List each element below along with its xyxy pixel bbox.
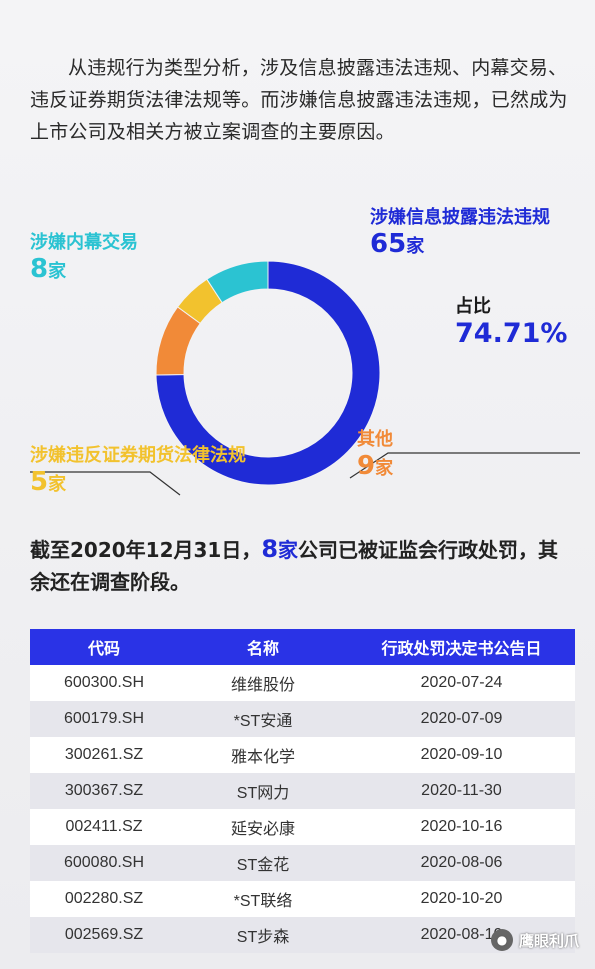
leader-line-info [349, 452, 580, 479]
cell-code: 300261.SZ [64, 746, 144, 763]
cell-code: 002280.SZ [64, 890, 144, 907]
label-insider-name: 涉嫌内幕交易 [30, 232, 138, 253]
cell-name: 雅本化学 [230, 749, 295, 766]
intro-paragraph: 从违规行为类型分析，涉及信息披露违法违规、内幕交易、违反证券期货法律法规等。而涉… [30, 57, 568, 143]
label-other-num: 9 [357, 451, 376, 481]
cell-code: 600080.SH [63, 854, 145, 871]
cell-date: 2020-07-09 [420, 710, 503, 727]
cell-name: ST步森 [236, 929, 290, 946]
label-other-unit: 家 [375, 458, 394, 479]
summary-text: 截至2020年12月31日，8家公司已被证监会行政处罚，其余还在调查阶段。 [30, 533, 575, 598]
cell-date: 2020-08-06 [420, 854, 503, 871]
table-row: 300261.SZ 雅本化学 2020-09-10 [30, 737, 575, 773]
label-securities-unit: 家 [48, 474, 67, 495]
cell-name: ST网力 [236, 785, 290, 802]
label-info: 涉嫌信息披露违法违规 65家 [370, 203, 550, 259]
cell-code: 300367.SZ [64, 782, 144, 799]
cell-name: *ST联络 [233, 893, 293, 910]
header-code: 代码 [87, 641, 120, 658]
slice-insider [206, 260, 269, 304]
cell-date: 2020-07-24 [420, 674, 503, 691]
slice-info [155, 260, 381, 486]
header-date: 行政处罚决定书公告日 [381, 641, 542, 658]
cell-code: 600179.SH [63, 710, 145, 727]
label-securities-num: 5 [30, 467, 49, 497]
summary-post: 公司已被证监会行政处罚，其余还在调查阶段。 [30, 538, 559, 594]
cell-code: 002569.SZ [64, 926, 144, 943]
summary-highlight-num: 8 [261, 535, 279, 563]
label-insider-unit: 家 [48, 261, 67, 282]
ratio-value: 74.71% [455, 318, 568, 349]
label-securities-name: 涉嫌违反证券期货法律法规 [30, 445, 246, 466]
cell-date: 2020-10-16 [420, 818, 503, 835]
table-row: 600080.SH ST金花 2020-08-06 [30, 845, 575, 881]
table-row: 002411.SZ 延安必康 2020-10-16 [30, 809, 575, 845]
cell-name: ST金花 [236, 857, 290, 874]
table-body: 600300.SH 维维股份 2020-07-24 600179.SH *ST安通 20… [30, 665, 575, 953]
donut-chart [30, 260, 580, 496]
label-info-num: 65 [370, 229, 407, 259]
cell-name: *ST安通 [233, 713, 293, 730]
label-info-unit: 家 [406, 236, 425, 257]
label-info-name: 涉嫌信息披露违法违规 [370, 207, 550, 228]
leader-line-insider [30, 471, 181, 496]
cell-code: 002411.SZ [65, 818, 143, 835]
table-row: 002569.SZ ST步森 2020-08-10 [30, 917, 575, 953]
summary-highlight-unit: 家 [278, 538, 299, 562]
watermark: ● 鹰眼利爪 [490, 929, 579, 951]
cell-date: 2020-10-20 [420, 890, 503, 907]
label-securities: 涉嫌违反证券期货法律法规 5家 [30, 441, 246, 497]
summary-pre: 截至2020年12月31日， [30, 538, 262, 562]
cell-name: 维维股份 [230, 677, 295, 694]
cell-date: 2020-11-30 [421, 782, 502, 799]
penalty-table: 代码 名称 行政处罚决定书公告日 600300.SH 维维股份 2020-07-24… [30, 629, 575, 953]
table-row: 002280.SZ *ST联络 2020-10-20 [30, 881, 575, 917]
ratio-prefix: 占比 [455, 296, 491, 317]
cell-name: 延安必康 [230, 821, 295, 838]
table-row: 600179.SH *ST安通 2020-07-09 [30, 701, 575, 737]
cell-date: 2020-08-10 [420, 926, 503, 943]
cell-date: 2020-09-10 [420, 746, 503, 763]
label-other: 其他 9家 [357, 425, 393, 481]
ratio-annotation: 占比74.71% [455, 292, 595, 349]
label-other-name: 其他 [357, 429, 393, 450]
table-header: 代码 名称 行政处罚决定书公告日 [30, 629, 575, 665]
label-insider: 涉嫌内幕交易 8家 [30, 228, 138, 284]
watermark-text: 鹰眼利爪 [518, 931, 579, 950]
table-row: 300367.SZ ST网力 2020-11-30 [30, 773, 575, 809]
header-name: 名称 [246, 641, 279, 658]
watermark-logo-icon: ● [490, 929, 513, 951]
table-row: 600300.SH 维维股份 2020-07-24 [30, 665, 575, 701]
label-insider-num: 8 [30, 254, 49, 284]
cell-code: 600300.SH [63, 674, 145, 691]
